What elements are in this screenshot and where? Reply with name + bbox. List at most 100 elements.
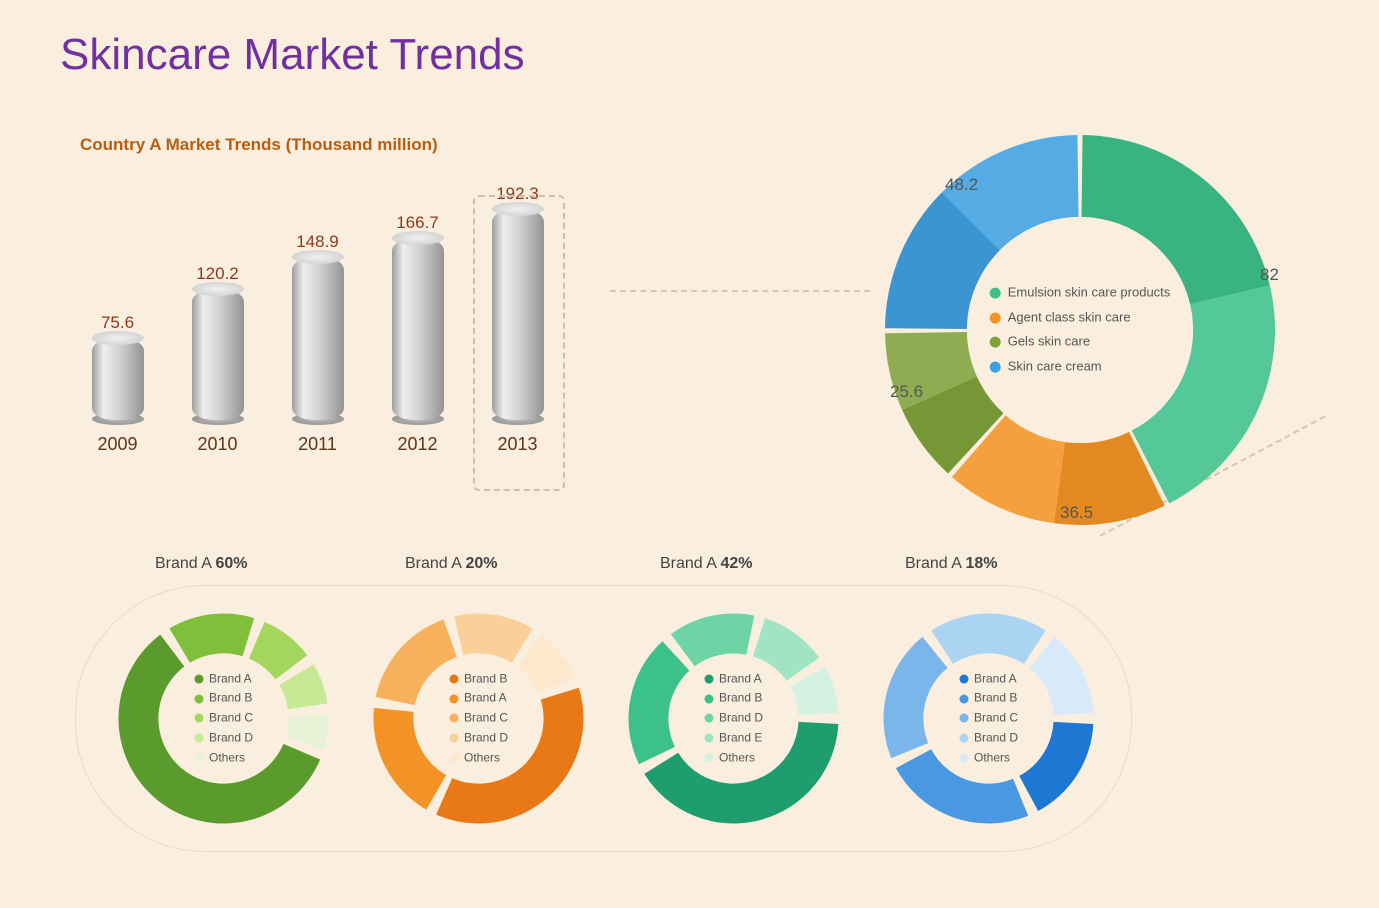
bar-year: 2010	[190, 434, 245, 455]
donut-value-label: 36.5	[1060, 503, 1093, 523]
legend-row: Skin care cream	[990, 355, 1171, 380]
legend-dot	[959, 734, 968, 743]
legend-row: Others	[194, 748, 253, 768]
brand-legend-2: Brand ABrand BBrand DBrand EOthers	[704, 669, 763, 768]
legend-row: Agent class skin care	[990, 305, 1171, 330]
legend-dot	[990, 288, 1001, 299]
bar-chart-area: 75.6 2009 120.2 2010 148.9 2011 166.72012 192.3…	[60, 175, 650, 455]
legend-dot	[704, 754, 713, 763]
legend-row: Brand C	[449, 709, 508, 729]
brand-slice	[629, 641, 690, 764]
main-donut-legend: Emulsion skin care productsAgent class s…	[990, 281, 1171, 380]
legend-dot	[704, 714, 713, 723]
legend-row: Brand A	[449, 689, 508, 709]
legend-row: Emulsion skin care products	[990, 281, 1171, 306]
legend-row: Brand A	[194, 669, 253, 689]
bar-year: 2013	[490, 434, 545, 455]
bar-year: 2011	[290, 434, 345, 455]
legend-dot	[990, 362, 1001, 373]
brand-donut-title-0: Brand A 60%	[155, 555, 248, 573]
brand-slice	[374, 708, 447, 810]
bar-2011: 148.9 2011	[290, 232, 345, 455]
legend-row: Brand A	[704, 669, 763, 689]
main-donut-chart: Emulsion skin care productsAgent class s…	[865, 115, 1295, 545]
brand-slice	[249, 622, 307, 679]
brand-slice	[671, 614, 754, 667]
legend-dot	[990, 312, 1001, 323]
brand-slice	[1019, 722, 1093, 811]
brand-slice	[790, 667, 838, 715]
bar-chart: Country A Market Trends (Thousand millio…	[60, 130, 650, 490]
legend-row: Others	[449, 748, 508, 768]
bar-cylinder	[92, 337, 144, 420]
legend-row: Brand D	[194, 728, 253, 748]
brand-donuts-container: Brand ABrand BBrand CBrand DOthersBrand …	[75, 585, 1132, 852]
donut-slice-0	[1081, 135, 1269, 304]
legend-row: Others	[959, 748, 1018, 768]
legend-dot	[449, 694, 458, 703]
legend-dot	[449, 754, 458, 763]
bar-chart-title: Country A Market Trends (Thousand millio…	[60, 130, 650, 155]
legend-dot	[194, 754, 203, 763]
bar-2009: 75.6 2009	[90, 313, 145, 455]
legend-dot	[194, 674, 203, 683]
bar-cylinder	[292, 256, 344, 420]
brand-donut-3: Brand ABrand BBrand CBrand DOthers	[876, 606, 1101, 831]
legend-row: Brand C	[959, 709, 1018, 729]
brand-donut-0: Brand ABrand BBrand CBrand DOthers	[111, 606, 336, 831]
legend-row: Brand E	[704, 728, 763, 748]
bar-value: 148.9	[290, 232, 345, 252]
bar-cylinder	[192, 288, 244, 420]
legend-row: Brand D	[959, 728, 1018, 748]
page-title: Skincare Market Trends	[60, 30, 525, 80]
brand-slice	[931, 614, 1045, 664]
bar-year: 2009	[90, 434, 145, 455]
bar-2012: 166.72012	[390, 213, 445, 455]
legend-dot	[704, 734, 713, 743]
brand-slice	[286, 714, 329, 749]
brand-slice	[884, 637, 948, 758]
bar-cylinder	[492, 208, 544, 420]
brand-donut-title-2: Brand A 42%	[660, 555, 753, 573]
bar-year: 2012	[390, 434, 445, 455]
bar-value: 192.3	[490, 184, 545, 204]
brand-legend-3: Brand ABrand BBrand CBrand DOthers	[959, 669, 1018, 768]
brand-slice	[279, 664, 327, 709]
legend-dot	[959, 694, 968, 703]
legend-row: Brand D	[449, 728, 508, 748]
brand-donut-1: Brand BBrand ABrand CBrand DOthers	[366, 606, 591, 831]
legend-row: Brand A	[959, 669, 1018, 689]
legend-row: Brand B	[704, 689, 763, 709]
legend-row: Brand C	[194, 709, 253, 729]
brand-slice	[454, 614, 532, 663]
brand-legend-1: Brand BBrand ABrand CBrand DOthers	[449, 669, 508, 768]
legend-dot	[194, 734, 203, 743]
brand-slice	[518, 635, 575, 693]
donut-value-label: 25.6	[890, 382, 923, 402]
legend-dot	[959, 754, 968, 763]
legend-row: Brand B	[194, 689, 253, 709]
legend-dot	[704, 694, 713, 703]
bar-cylinder	[392, 237, 444, 420]
legend-dot	[704, 674, 713, 683]
donut-value-label: 48.2	[945, 175, 978, 195]
legend-dot	[449, 714, 458, 723]
legend-dot	[449, 674, 458, 683]
legend-dot	[959, 714, 968, 723]
brand-slice	[169, 614, 254, 663]
brand-donut-title-3: Brand A 18%	[905, 555, 998, 573]
brand-slice	[376, 619, 457, 705]
legend-row: Brand B	[959, 689, 1018, 709]
legend-row: Brand D	[704, 709, 763, 729]
bar-value: 120.2	[190, 264, 245, 284]
brand-donut-2: Brand ABrand BBrand DBrand EOthers	[621, 606, 846, 831]
donut-value-label: 82	[1260, 265, 1279, 285]
legend-dot	[959, 674, 968, 683]
brand-legend-0: Brand ABrand BBrand CBrand DOthers	[194, 669, 253, 768]
legend-dot	[194, 694, 203, 703]
legend-dot	[449, 734, 458, 743]
brand-donut-title-1: Brand A 20%	[405, 555, 498, 573]
bar-value: 75.6	[90, 313, 145, 333]
brand-slice	[1029, 637, 1093, 715]
legend-row: Others	[704, 748, 763, 768]
